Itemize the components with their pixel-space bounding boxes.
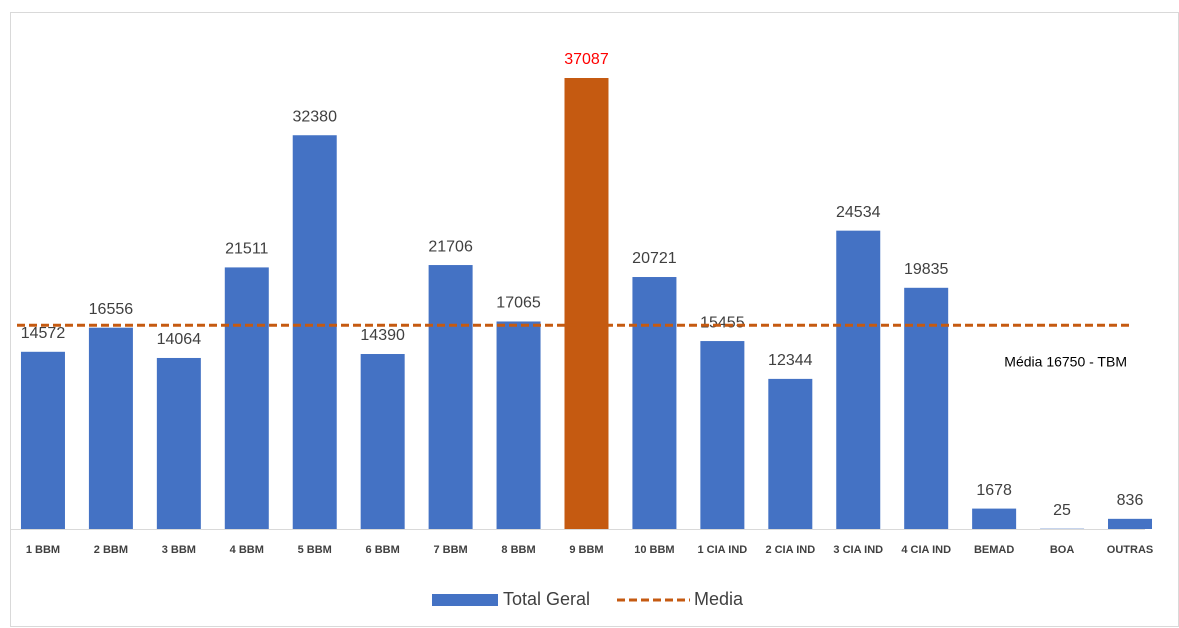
x-tick-label: 9 BBM — [569, 544, 603, 556]
value-label: 14572 — [21, 325, 66, 342]
value-label: 14064 — [157, 331, 202, 348]
value-label: 20721 — [632, 250, 677, 267]
bar — [768, 378, 813, 529]
x-tick-label: 1 CIA IND — [698, 544, 748, 556]
x-tick-label: 2 CIA IND — [765, 544, 815, 556]
x-tick-label: BOA — [1050, 544, 1075, 556]
value-label: 836 — [1117, 492, 1144, 509]
value-label: 17065 — [496, 295, 541, 312]
x-tick-label: OUTRAS — [1107, 544, 1153, 556]
value-label: 25 — [1053, 502, 1071, 519]
legend-label: Media — [694, 589, 744, 609]
value-label: 19835 — [904, 261, 949, 278]
value-label: 1678 — [976, 482, 1012, 499]
bar — [1108, 518, 1153, 529]
x-tick-label: 1 BBM — [26, 544, 60, 556]
x-tick-label: 4 BBM — [230, 544, 264, 556]
bar — [88, 327, 133, 529]
value-label: 12344 — [768, 352, 813, 369]
bar — [632, 277, 677, 529]
legend-label: Total Geral — [503, 589, 590, 609]
x-tick-label: 6 BBM — [366, 544, 400, 556]
bar — [224, 267, 269, 529]
x-tick-label: BEMAD — [974, 544, 1014, 556]
legend-swatch — [432, 594, 498, 606]
value-label: 37087 — [564, 51, 609, 68]
x-tick-label: 7 BBM — [433, 544, 467, 556]
value-label: 14390 — [360, 327, 405, 344]
x-tick-label: 3 CIA IND — [833, 544, 883, 556]
x-tick-label: 4 CIA IND — [901, 544, 951, 556]
bar — [836, 230, 881, 529]
bar — [700, 341, 745, 529]
bar — [972, 508, 1017, 529]
bar — [360, 354, 405, 529]
x-tick-label: 5 BBM — [298, 544, 332, 556]
value-label: 21511 — [225, 241, 268, 258]
bar — [564, 78, 609, 529]
bar — [904, 287, 949, 529]
x-tick-label: 8 BBM — [501, 544, 535, 556]
x-tick-label: 2 BBM — [94, 544, 128, 556]
x-tick-label: 3 BBM — [162, 544, 196, 556]
bar — [156, 357, 201, 529]
bar — [292, 135, 337, 529]
value-label: 16556 — [89, 301, 134, 318]
value-label: 24534 — [836, 204, 881, 221]
bar — [428, 265, 473, 529]
value-label: 15455 — [700, 314, 745, 331]
x-tick-label: 10 BBM — [634, 544, 674, 556]
value-label: 21706 — [428, 238, 473, 255]
value-label: 32380 — [292, 108, 337, 125]
annotation: Média 16750 - TBM — [1004, 354, 1127, 370]
bar — [20, 351, 65, 529]
bar — [496, 321, 541, 529]
